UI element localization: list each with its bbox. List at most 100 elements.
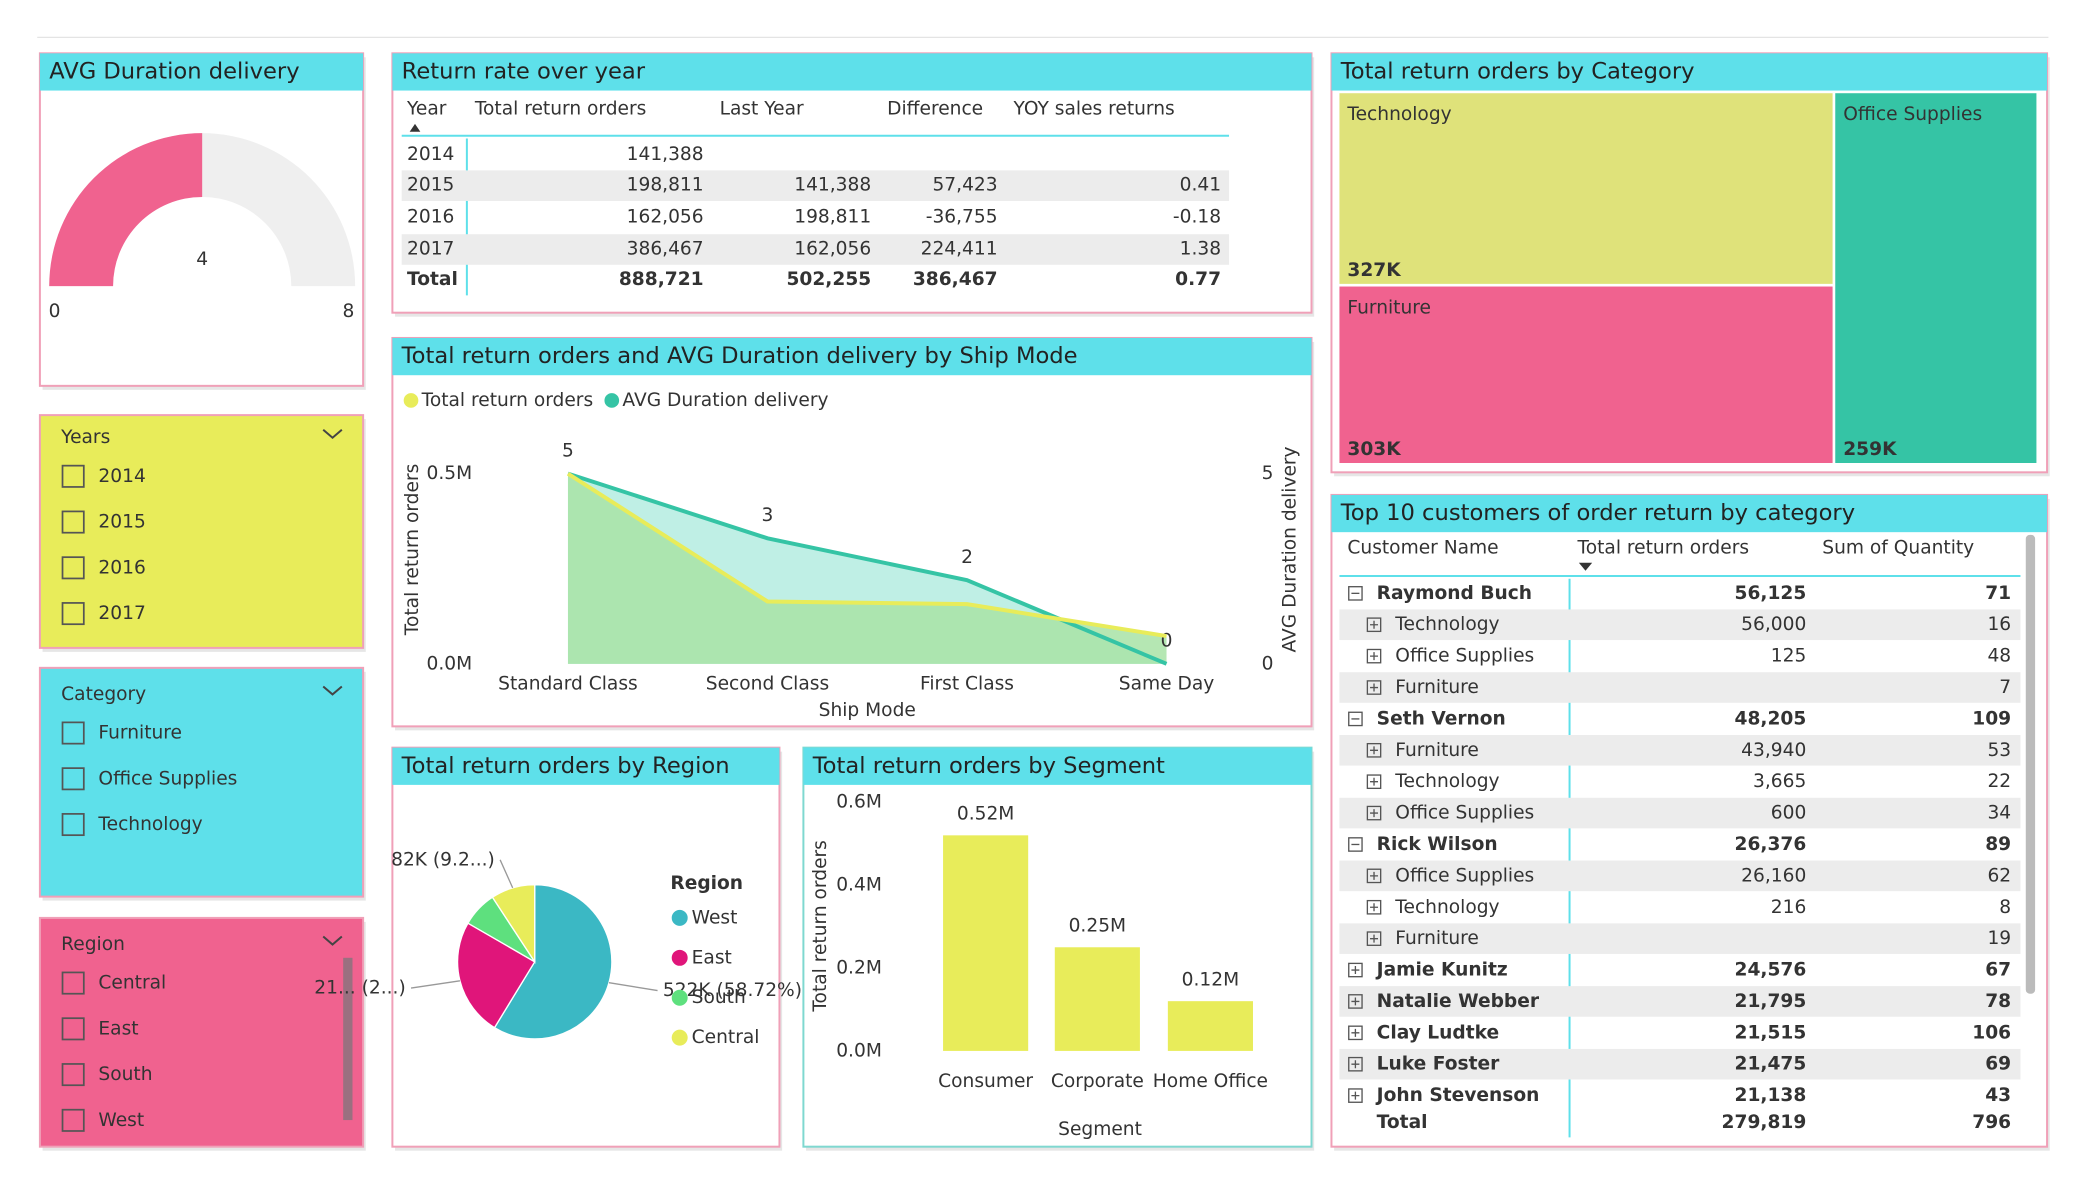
slicer-title: Years (60, 427, 110, 448)
expand-toggle[interactable] (1366, 742, 1382, 758)
expand-toggle[interactable] (1348, 837, 1363, 852)
slicer-item: Furniture (98, 723, 182, 744)
row-name: Luke Foster (1377, 1054, 1500, 1075)
treemap-label: Office Supplies (1843, 104, 1982, 125)
treemap-label: Furniture (1347, 297, 1431, 318)
expand-toggle[interactable] (1348, 711, 1363, 727)
row-quantity: 19 (1987, 928, 2011, 949)
slicer-item: 2017 (98, 603, 145, 624)
expand-toggle[interactable] (1366, 899, 1382, 915)
row-total: 3,665 (1753, 771, 1806, 792)
row-name: Raymond Buch (1377, 583, 1532, 604)
data-label: 0.52M (957, 804, 1015, 825)
card-header (392, 747, 780, 785)
gauge-fill (49, 133, 203, 287)
bar (1054, 947, 1140, 1051)
row-quantity: 22 (1987, 771, 2011, 792)
table-cell: -36,755 (926, 206, 998, 227)
expand-toggle[interactable] (1348, 1088, 1363, 1103)
series-line (566, 471, 1167, 639)
table-total: 386,467 (913, 269, 998, 290)
table-cell: 0.41 (1180, 174, 1221, 195)
toggle-glyph (1351, 997, 1360, 1006)
toggle-glyph (1370, 746, 1379, 755)
slicer-checkbox[interactable] (61, 464, 85, 488)
y2-axis-title: AVG Duration delivery (1280, 446, 1301, 652)
card (802, 746, 1313, 1148)
expand-toggle[interactable] (1348, 1056, 1363, 1072)
expand-toggle[interactable] (1366, 805, 1382, 821)
row-total: 21,138 (1735, 1085, 1807, 1106)
slicer-checkbox[interactable] (61, 1108, 85, 1132)
x-tick-label: First Class (920, 673, 1014, 694)
table-cell: 2017 (407, 238, 454, 259)
expand-toggle[interactable] (1366, 868, 1382, 884)
slicer-checkbox[interactable] (61, 971, 85, 995)
slicer-item: 2014 (98, 466, 145, 487)
slicer-item: Technology (97, 814, 202, 835)
slicer-checkbox[interactable] (61, 767, 85, 791)
slicer-item: Office Supplies (98, 768, 237, 789)
table-cell: 2015 (407, 174, 454, 195)
slicer-checkbox[interactable] (61, 813, 85, 837)
legend-label: Total return orders (421, 390, 594, 411)
expand-toggle[interactable] (1348, 994, 1363, 1009)
toggle-glyph (1351, 966, 1360, 975)
legend-marker (671, 989, 688, 1006)
scrollbar (2025, 534, 2036, 994)
total-total: 279,819 (1722, 1112, 1807, 1133)
row-name: Office Supplies (1395, 803, 1534, 824)
slicer-checkbox[interactable] (61, 1063, 85, 1087)
expand-toggle[interactable] (1366, 680, 1382, 695)
legend-marker (671, 949, 688, 966)
column-header: Customer Name (1347, 538, 1498, 559)
x-tick-label: Corporate (1051, 1071, 1144, 1092)
expand-toggle[interactable] (1348, 962, 1363, 978)
card (38, 916, 365, 1148)
x-tick-label: Standard Class (498, 673, 638, 694)
slicer-chevron (322, 685, 343, 696)
table-cell: 162,056 (627, 206, 704, 227)
table-total: Total (407, 269, 458, 290)
slicer-title: Category (61, 684, 146, 705)
table-total: 888,721 (619, 269, 704, 290)
table-cell: 198,811 (627, 174, 704, 195)
slicer-checkbox[interactable] (61, 510, 85, 534)
slicer-checkbox[interactable] (61, 556, 85, 580)
slicer-checkbox[interactable] (61, 721, 85, 745)
slicer-checkbox[interactable] (61, 1017, 85, 1041)
expand-toggle[interactable] (1366, 931, 1382, 946)
row-total: 24,576 (1735, 960, 1807, 981)
expand-toggle[interactable] (1348, 586, 1363, 601)
y-axis-title: Total return orders (810, 840, 831, 1013)
row-quantity: 109 (1972, 708, 2011, 729)
column-header: Year (406, 99, 447, 120)
data-label: 3 (762, 505, 774, 526)
legend-label: East (692, 947, 732, 968)
series-area (567, 473, 1167, 664)
slicer-chevron (322, 428, 343, 440)
total-name: Total (1377, 1112, 1428, 1133)
column-header: Sum of Quantity (1822, 538, 1974, 559)
slicer-checkbox[interactable] (61, 602, 85, 626)
table-cell: 386,467 (627, 238, 704, 259)
expand-toggle[interactable] (1366, 617, 1382, 633)
expand-toggle[interactable] (1348, 1025, 1363, 1041)
card-header (803, 747, 1312, 785)
table-cell: 198,811 (794, 206, 871, 227)
row-name: Office Supplies (1395, 646, 1534, 667)
row-name: Technology (1394, 614, 1499, 635)
row-name: John Stevenson (1375, 1085, 1540, 1106)
expand-toggle[interactable] (1366, 774, 1382, 790)
pie-slice (493, 883, 613, 1040)
card-title: Total return orders by Segment (812, 753, 1165, 779)
expand-toggle[interactable] (1366, 648, 1382, 664)
row-total: 26,160 (1741, 865, 1806, 886)
toggle-glyph (1370, 809, 1379, 818)
treemap-tile (1339, 286, 1833, 463)
row-quantity: 34 (1987, 803, 2011, 824)
row-quantity: 53 (1987, 740, 2011, 761)
table-cell: 224,411 (921, 238, 998, 259)
row-name: Clay Ludtke (1377, 1022, 1499, 1043)
